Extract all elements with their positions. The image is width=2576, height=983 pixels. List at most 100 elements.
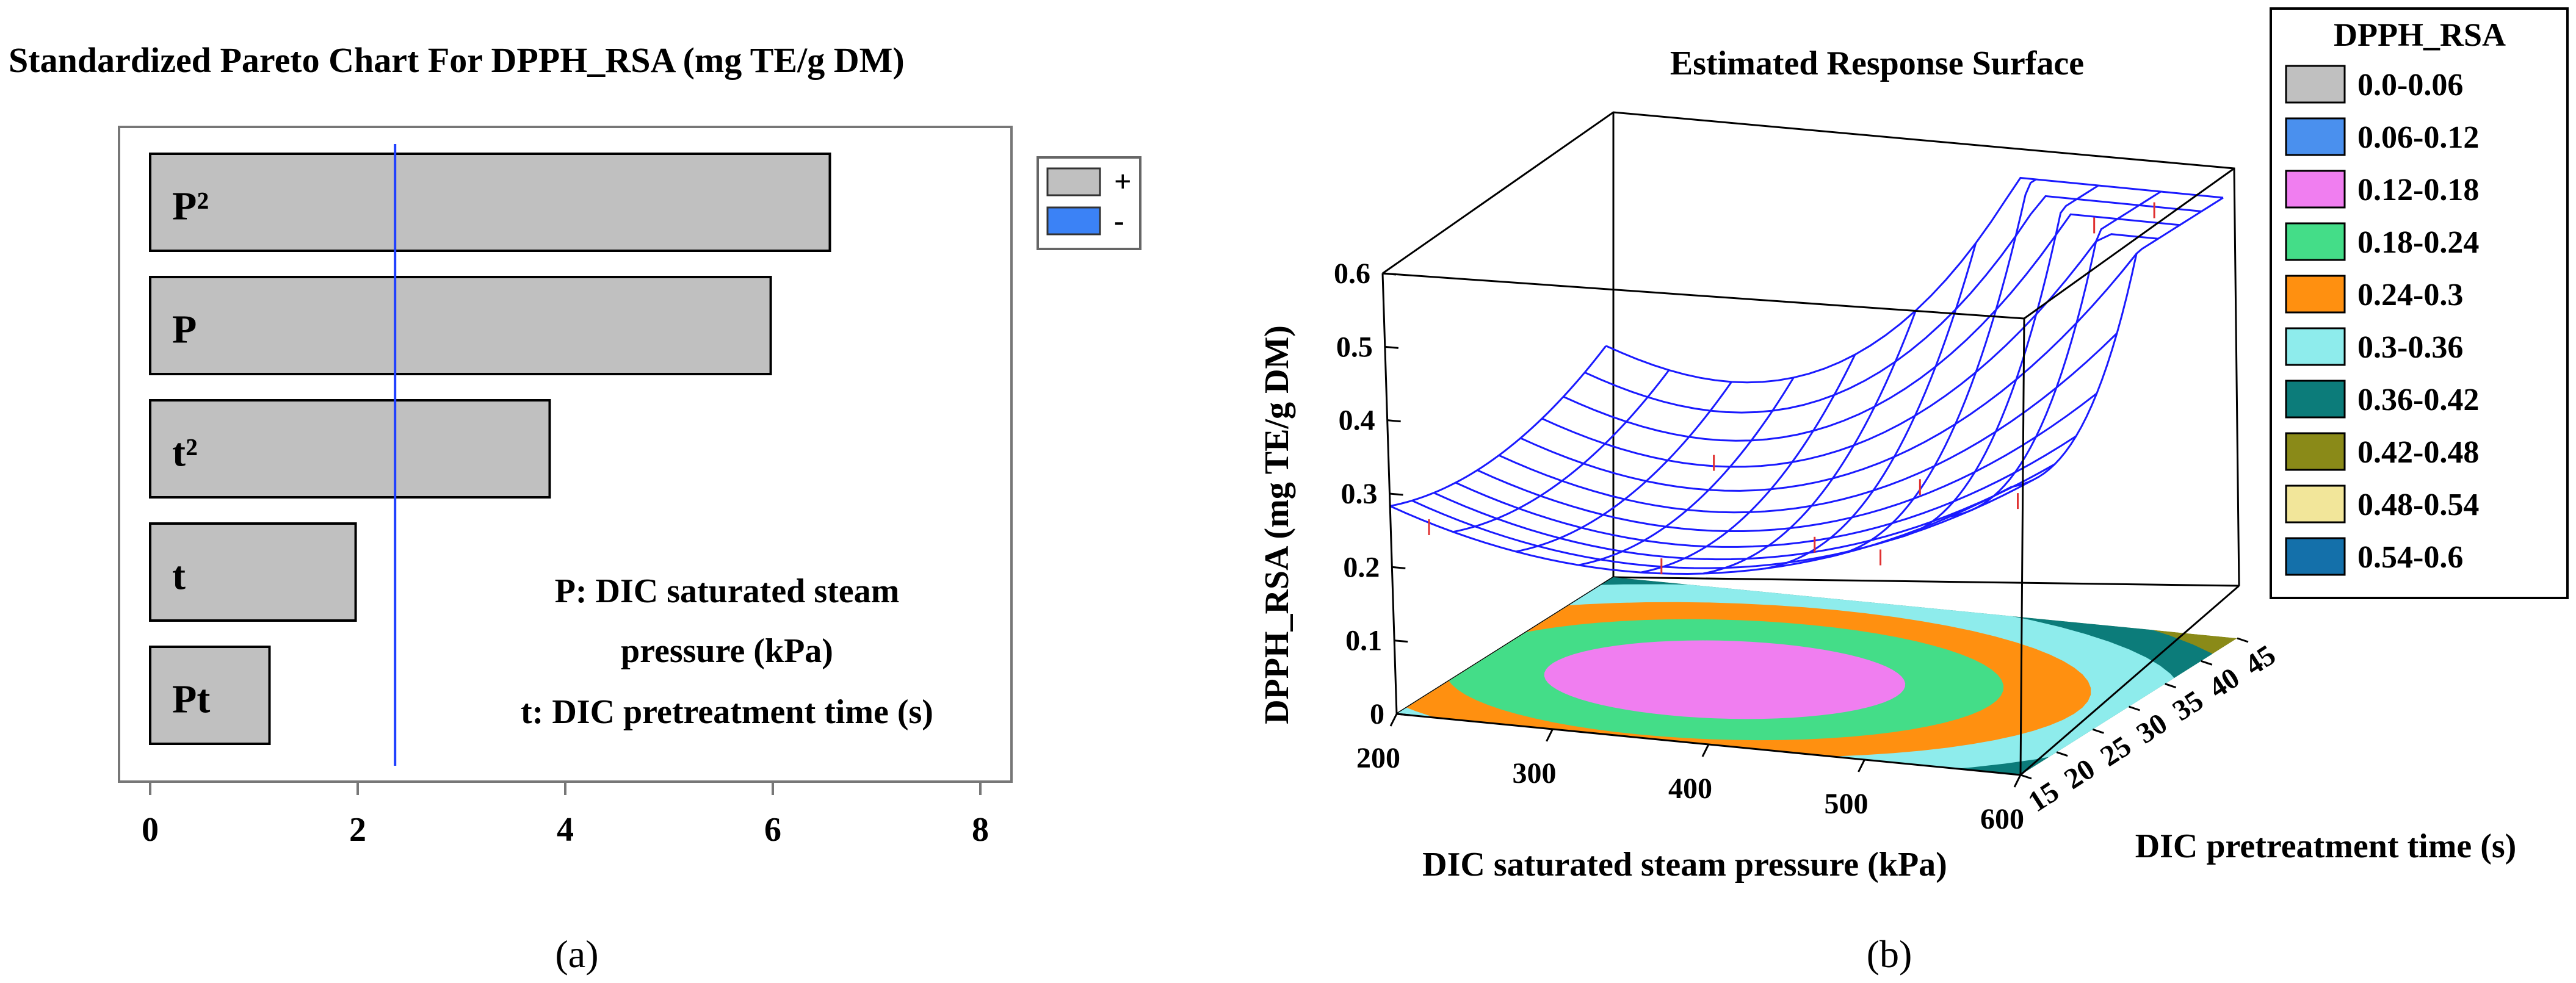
panel-label-b: (b) (1867, 932, 1912, 976)
mesh-line (2011, 196, 2224, 488)
surface-legend-swatch (2285, 222, 2346, 261)
z-tick (1389, 492, 1403, 496)
panel-label-a: (a) (555, 932, 598, 976)
pareto-x-tick-label: 4 (557, 811, 574, 849)
surface-legend-swatch (2285, 432, 2346, 471)
surface-contour-floor (1397, 577, 2237, 775)
pareto-bars: P² Pt² t Pt (149, 153, 831, 745)
surface-back-frame (1382, 111, 2240, 715)
y-axis-label: DIC pretreatment time (s) (2135, 827, 2517, 865)
y-tick-label: 30 (2131, 707, 2173, 751)
surface-legend-swatch (2285, 170, 2346, 209)
pareto-bar (149, 522, 357, 622)
surface-legend: 0.0-0.06 0.06-0.12 0.12-0.18 0.18-0.24 0.24-… (2285, 65, 2479, 576)
z-axis-label: DPPH_RSA (mg TE/g DM) (1258, 325, 1296, 724)
x-tick (2013, 774, 2022, 788)
mesh-line (1411, 479, 2034, 569)
surface-legend-title: DPPH_RSA (2334, 16, 2506, 53)
y-tick (2020, 774, 2032, 780)
x-tick-label: 600 (1980, 803, 2024, 835)
z-tick-label: 0.6 (1334, 257, 1370, 290)
y-tick-label: 35 (2167, 684, 2209, 727)
x-tick (1389, 713, 1398, 727)
surface-legend-label: 0.54-0.6 (2357, 540, 2463, 575)
x-tick-label: 400 (1668, 772, 1712, 805)
y-tick (2201, 660, 2213, 666)
y-tick (2237, 637, 2249, 643)
z-tick (1382, 272, 1397, 276)
surface-legend-label: 0.06-0.12 (2357, 120, 2479, 155)
response-surface-chart: Estimated Response Surface 0 0.1 0.2 0.3 0.4… (1258, 7, 2569, 976)
surface-legend-label: 0.18-0.24 (2357, 225, 2479, 260)
pareto-bar (149, 276, 772, 375)
surface-z-axis: 0 0.1 0.2 0.3 0.4 0.5 0.6 (1334, 257, 1411, 730)
mesh-line (1498, 333, 2118, 514)
pareto-bar-label: P (172, 308, 197, 352)
mesh-line (1453, 369, 1670, 533)
y-tick-label: 40 (2203, 661, 2245, 705)
pareto-x-tick-label: 0 (142, 811, 159, 849)
surface-legend-swatch (2285, 484, 2346, 524)
x-tick (1546, 729, 1554, 742)
mesh-line (1888, 184, 2099, 541)
mesh-line (1515, 381, 1732, 553)
pareto-bar-label: t² (172, 431, 198, 475)
z-tick-label: 0.5 (1336, 331, 1373, 363)
z-tick-label: 0.4 (1339, 405, 1375, 437)
pareto-legend-label: - (1114, 203, 1124, 237)
pareto-bar-label: Pt (172, 677, 210, 722)
surface-legend-label: 0.12-0.18 (2357, 173, 2479, 207)
mesh-line (1765, 242, 1977, 570)
pareto-x-axis: 0 2 4 6 8 (142, 782, 989, 849)
surface-legend-swatch (2285, 380, 2346, 419)
pareto-title: Standardized Pareto Chart For DPPH_RSA (… (9, 40, 905, 80)
surface-legend-swatch (2285, 537, 2346, 576)
mesh-line (1826, 178, 2037, 558)
y-tick (2129, 705, 2140, 711)
z-tick (1392, 566, 1406, 569)
pareto-legend-label: + (1114, 164, 1132, 198)
y-tick-label: 15 (2022, 776, 2064, 819)
pareto-x-tick-label: 6 (764, 811, 781, 849)
z-tick-label: 0.2 (1343, 551, 1380, 583)
mesh-line (1950, 190, 2162, 518)
pareto-legend-swatch (1046, 206, 1101, 236)
x-tick (1701, 744, 1710, 757)
x-tick-label: 500 (1825, 788, 1869, 820)
y-tick (2056, 751, 2068, 757)
mesh-line (1584, 195, 2202, 414)
z-tick (1384, 345, 1398, 349)
x-tick-label: 300 (1513, 757, 1557, 790)
z-tick-label: 0.1 (1345, 625, 1382, 657)
surface-legend-label: 0.0-0.06 (2357, 68, 2463, 103)
surface-legend-swatch (2285, 65, 2346, 104)
annotation-line-1: P: DIC saturated steam (555, 572, 900, 610)
pareto-x-tick-label: 8 (972, 811, 989, 849)
pareto-legend-swatch (1046, 167, 1101, 196)
annotation-line-2: pressure (kPa) (621, 632, 833, 670)
y-tick-label: 45 (2239, 639, 2281, 682)
pareto-chart: Standardized Pareto Chart For DPPH_RSA (… (9, 40, 1141, 976)
surface-markers (1428, 202, 2155, 575)
z-tick (1396, 713, 1411, 716)
z-tick-label: 0 (1370, 698, 1384, 730)
surface-legend-label: 0.36-0.42 (2357, 383, 2479, 417)
mesh-line (1389, 345, 1607, 507)
y-tick (2092, 728, 2104, 734)
y-tick-label: 20 (2058, 752, 2100, 796)
surface-x-axis: 200 300 400 500 600 (1356, 713, 2024, 835)
x-tick (1858, 759, 1865, 772)
surface-title: Estimated Response Surface (1670, 45, 2084, 82)
x-tick-label: 200 (1356, 742, 1400, 774)
pareto-bar-label: t (172, 554, 186, 599)
pareto-annotation: P: DIC saturated steam pressure (kPa) t:… (521, 572, 933, 731)
surface-legend-label: 0.42-0.48 (2357, 435, 2479, 470)
x-axis-label: DIC saturated steam pressure (kPa) (1422, 846, 1947, 884)
surface-legend-swatch (2285, 327, 2346, 366)
pareto-bar (149, 399, 551, 499)
mesh-line (1541, 233, 2158, 468)
pareto-bar (149, 153, 831, 252)
contour-band (1544, 640, 1906, 719)
pareto-x-tick-label: 2 (349, 811, 366, 849)
